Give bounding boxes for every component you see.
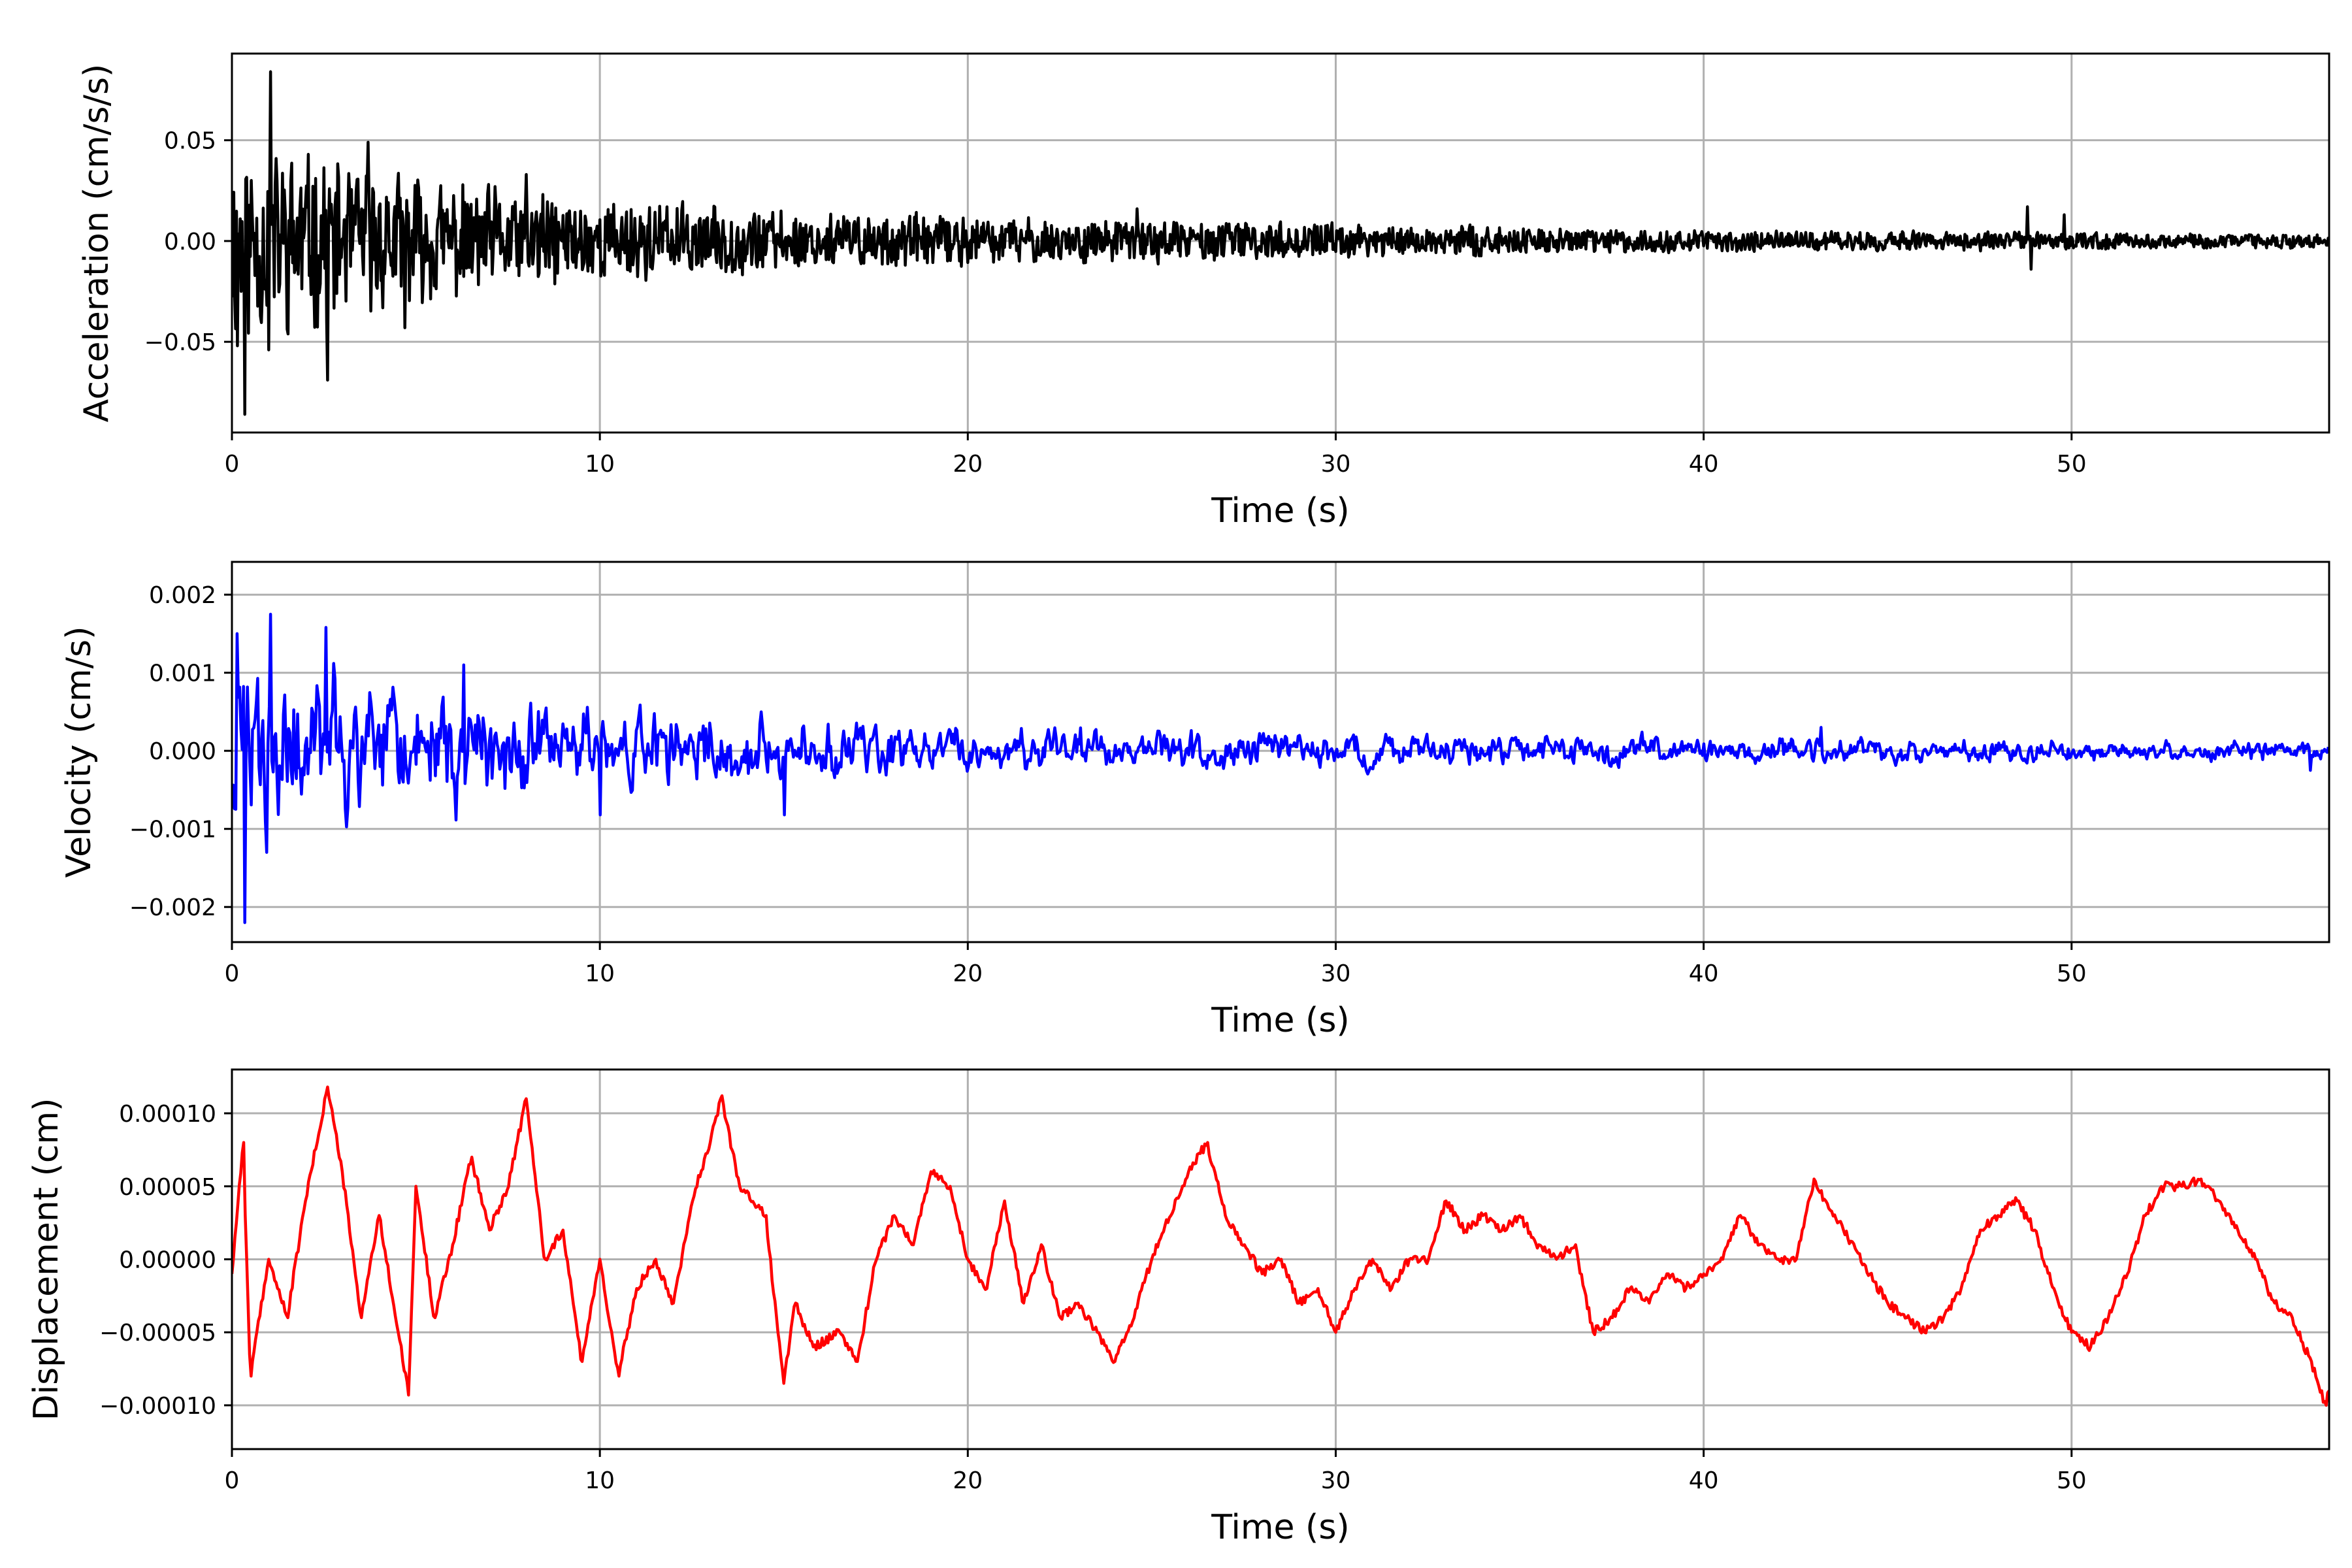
- y-tick-label: 0.00005: [119, 1174, 216, 1201]
- x-tick-label: 50: [2057, 960, 2087, 987]
- x-axis-title: Time (s): [1211, 1508, 1349, 1547]
- y-axis-title: Acceleration (cm/s/s): [77, 64, 116, 423]
- x-tick-label: 20: [953, 960, 983, 987]
- y-tick-label: 0.00010: [119, 1101, 216, 1128]
- x-tick-label: 10: [585, 960, 615, 987]
- y-tick-label: −0.00005: [99, 1320, 216, 1347]
- x-tick-label: 30: [1321, 1467, 1351, 1494]
- x-tick-label: 10: [585, 451, 615, 478]
- y-tick-label: −0.002: [129, 894, 216, 921]
- x-tick-label: 40: [1689, 451, 1719, 478]
- y-tick-label: 0.001: [149, 661, 216, 687]
- x-tick-label: 50: [2057, 1467, 2087, 1494]
- acceleration-series-line: [232, 70, 2329, 416]
- y-tick-label: 0.002: [149, 582, 216, 609]
- y-tick-label: −0.05: [144, 329, 216, 356]
- x-axis-title: Time (s): [1211, 1001, 1349, 1040]
- x-tick-label: 30: [1321, 960, 1351, 987]
- x-tick-label: 30: [1321, 451, 1351, 478]
- x-tick-label: 50: [2057, 451, 2087, 478]
- plot-frame: [231, 561, 2330, 943]
- y-tick-label: 0.000: [149, 738, 216, 765]
- x-tick-label: 0: [225, 1467, 240, 1494]
- acceleration-panel: 0 10 20 30 40 50 0.05 0.00 −0.05 Time (s) Accelera…: [77, 52, 2330, 531]
- x-tick-label: 20: [953, 451, 983, 478]
- x-tick-label: 10: [585, 1467, 615, 1494]
- y-tick-label: 0.05: [164, 128, 216, 155]
- y-axis-title: Velocity (cm/s): [59, 627, 99, 878]
- y-tick-label: 0.00000: [119, 1247, 216, 1274]
- y-tick-label: 0.00: [164, 229, 216, 255]
- velocity-series-line: [232, 612, 2329, 924]
- x-axis-title: Time (s): [1211, 491, 1349, 531]
- x-tick-label: 0: [225, 960, 240, 987]
- displacement-panel: 0 10 20 30 40 50 0.00010 0.00005 0.00000 −0.00005…: [27, 1068, 2330, 1547]
- x-tick-label: 40: [1689, 1467, 1719, 1494]
- x-tick-label: 20: [953, 1467, 983, 1494]
- plot-frame: [231, 52, 2330, 434]
- y-tick-label: −0.00010: [99, 1393, 216, 1420]
- displacement-series-line: [232, 1085, 2329, 1407]
- x-tick-label: 40: [1689, 960, 1719, 987]
- y-axis-title: Displacement (cm): [27, 1098, 66, 1421]
- x-tick-label: 0: [225, 451, 240, 478]
- y-tick-label: −0.001: [129, 817, 216, 843]
- velocity-panel: 0 10 20 30 40 50 0.002 0.001 0.000 −0.001 −0.002 Ti…: [59, 561, 2330, 1040]
- grid-lines: [231, 1070, 2329, 1449]
